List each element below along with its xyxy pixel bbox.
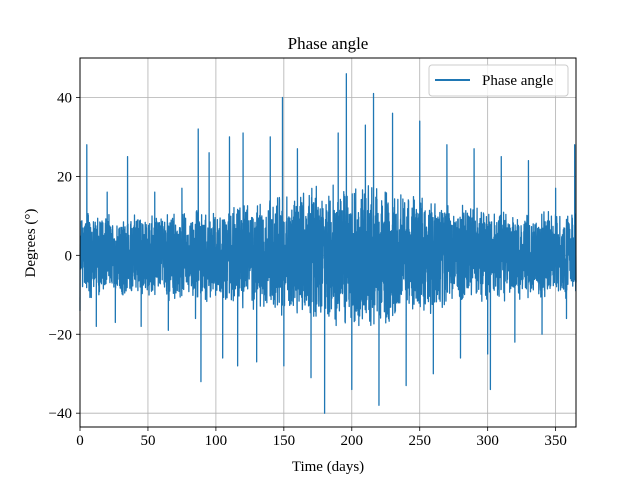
phase-angle-series-line <box>79 73 577 414</box>
legend-label: Phase angle <box>482 73 554 89</box>
legend-box <box>428 64 569 97</box>
x-tick-label: 300 <box>476 433 499 449</box>
y-axis-label: Degrees (°) <box>23 209 39 278</box>
x-tick-label: 0 <box>76 433 84 449</box>
x-tick-label: 50 <box>140 433 155 449</box>
y-tick-label: 20 <box>57 169 72 185</box>
x-tick-label: 350 <box>544 433 567 449</box>
x-tick-label: 100 <box>205 433 228 449</box>
y-tick-label: 40 <box>57 90 72 106</box>
x-tick-label: 150 <box>273 433 296 449</box>
y-tick-label: 0 <box>65 248 73 264</box>
series-layer <box>79 73 577 414</box>
y-tick-label: −40 <box>49 406 72 422</box>
plot-frame <box>79 57 577 428</box>
x-tick-label: 250 <box>408 433 431 449</box>
axis-ticks: 0 50 100 150 200 250 300 350 −40 −20 0 20 40 <box>49 90 567 449</box>
x-axis-label: Time (days) <box>292 459 364 475</box>
x-tick-label: 200 <box>341 433 364 449</box>
y-tick-label: −20 <box>49 327 72 343</box>
legend: Phase angle <box>428 64 569 97</box>
chart-title: Phase angle <box>288 34 369 53</box>
